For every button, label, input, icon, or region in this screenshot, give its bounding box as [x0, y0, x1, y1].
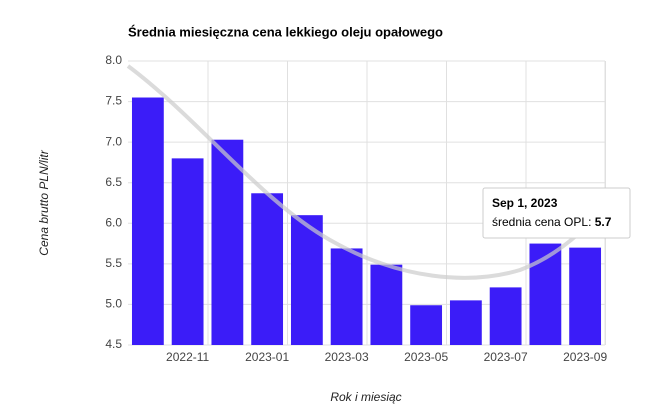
bar — [370, 264, 403, 345]
tooltip: Sep 1, 2023 średnia cena OPL: 5.7 — [482, 187, 631, 239]
bar — [410, 305, 443, 345]
y-tick-label: 6.5 — [105, 175, 122, 189]
y-tick-label: 4.5 — [105, 337, 122, 351]
x-tick-label: 2022-11 — [166, 350, 209, 364]
x-axis-title: Rok i miesiąc — [330, 390, 401, 404]
x-tick-label: 2023-03 — [325, 350, 369, 364]
x-tick-label: 2023-05 — [404, 350, 448, 364]
x-tick-label: 2023-09 — [563, 350, 607, 364]
y-tick-label: 5.0 — [105, 297, 122, 311]
bar — [171, 158, 204, 345]
bar — [569, 247, 602, 345]
bar — [529, 243, 562, 345]
y-tick-label: 8.0 — [105, 53, 122, 67]
bar — [489, 287, 522, 345]
bar — [251, 193, 284, 345]
y-tick-label: 7.0 — [105, 134, 122, 148]
bar — [211, 139, 244, 345]
y-axis-title: Cena brutto PLN/litr — [37, 149, 51, 255]
tooltip-line: średnia cena OPL: 5.7 — [492, 215, 612, 229]
tooltip-box — [482, 187, 631, 239]
tooltip-series: średnia cena OPL — [492, 215, 588, 229]
trendline — [126, 64, 607, 280]
y-tick-label: 5.5 — [105, 256, 122, 270]
chart-title: Średnia miesięczna cena lekkiego oleju o… — [128, 24, 443, 39]
x-tick-label: 2023-01 — [245, 350, 289, 364]
tooltip-title: Sep 1, 2023 — [492, 196, 558, 210]
x-tick-label: 2023-07 — [484, 350, 528, 364]
y-tick-label: 6.0 — [105, 215, 122, 229]
bar — [449, 300, 482, 345]
tooltip-value: 5.7 — [595, 215, 612, 229]
bar — [131, 97, 164, 345]
bar — [290, 215, 323, 345]
bar — [330, 248, 363, 345]
y-tick-label: 7.5 — [105, 94, 122, 108]
